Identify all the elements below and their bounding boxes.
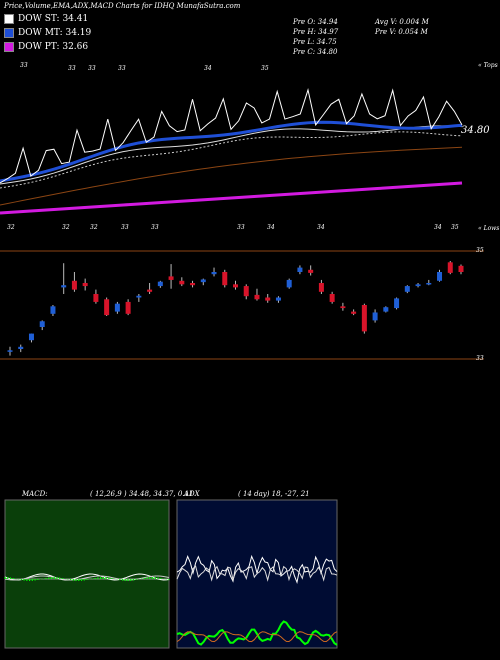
macd-label: MACD:	[22, 490, 48, 498]
low-marker: 32	[62, 224, 70, 231]
candle-body	[104, 299, 110, 316]
legend-label-st: DOW ST: 34.41	[18, 14, 89, 24]
adx-orange-line	[176, 631, 338, 643]
candle-body	[82, 283, 88, 287]
candle-body	[18, 346, 24, 349]
candle-body	[383, 307, 389, 312]
low-marker: 34	[434, 224, 442, 231]
adx-line	[176, 620, 338, 646]
candle-body	[404, 286, 410, 292]
ohlc-open: Pre O: 34.94	[293, 18, 338, 26]
top-marker: 33	[20, 62, 28, 69]
low-marker: 32	[7, 224, 15, 231]
candle-body	[275, 297, 281, 301]
candle-body	[147, 289, 153, 292]
price-line	[0, 87, 463, 184]
candle-body	[190, 283, 196, 286]
candle-body	[39, 321, 45, 327]
macd-signal-line	[4, 575, 170, 581]
legend-dow-st: DOW ST: 34.41	[4, 14, 88, 24]
candle-body	[157, 281, 163, 287]
legend-label-pt: DOW PT: 32.66	[18, 42, 89, 52]
macd-values: ( 12,26,9 ) 34.48, 34.37, 0.11	[90, 490, 194, 498]
candle-body	[437, 272, 443, 281]
top-marker: 33	[88, 65, 96, 72]
candle-body	[28, 333, 34, 341]
adx-label: ADX	[184, 490, 200, 498]
price-label: 34.80	[461, 125, 490, 136]
candle-body	[136, 295, 142, 298]
candle-body	[125, 301, 131, 314]
candle-body	[211, 272, 217, 275]
candle-body	[372, 312, 378, 321]
candle-body	[308, 269, 314, 273]
candle-body	[329, 294, 335, 302]
candle-body	[71, 280, 77, 290]
candle-body	[222, 272, 228, 286]
legend-swatch-st	[4, 14, 14, 24]
ema-blue-line	[0, 120, 463, 183]
candle-body	[243, 286, 249, 297]
ohlc-close: Pre C: 34.80	[293, 48, 338, 56]
adx-di-minus-line	[176, 565, 338, 582]
candle-body	[61, 285, 67, 288]
legend-swatch-mt	[4, 28, 14, 38]
candle-body	[114, 303, 120, 312]
top-marker: 35	[261, 65, 269, 72]
ema-white-mid-line	[0, 125, 463, 185]
lows-label: « Lows	[478, 225, 500, 232]
low-marker: 32	[90, 224, 98, 231]
candle-body	[361, 305, 367, 332]
ema-dotted-line	[0, 131, 463, 189]
ohlc-high: Pre H: 34.97	[293, 28, 339, 36]
legend-swatch-pt	[4, 42, 14, 52]
candle-body	[93, 294, 99, 302]
candle-body	[286, 279, 292, 288]
ohlc-low: Pre L: 34.75	[293, 38, 337, 46]
candle-body	[233, 284, 238, 288]
avg-volume: Avg V: 0.004 M	[375, 18, 429, 26]
candle-body	[426, 283, 432, 285]
pre-volume: Pre V: 0.054 M	[375, 28, 428, 36]
candle-body	[265, 297, 271, 301]
low-marker: 34	[267, 224, 275, 231]
chart-title: Price,Volume,EMA,ADX,MACD Charts for IDH…	[4, 2, 241, 10]
top-marker: 34	[204, 65, 212, 72]
candle-body	[7, 350, 13, 352]
candle-body	[179, 280, 185, 285]
candle-body	[351, 311, 357, 314]
candle-body	[200, 279, 206, 283]
adx-values: ( 14 day) 18, -27, 21	[238, 490, 310, 498]
candle-axis-high: 35	[476, 247, 484, 254]
candle-axis-low: 33	[476, 355, 484, 362]
candle-body	[447, 262, 453, 273]
candle-body	[458, 265, 464, 272]
candle-body	[297, 267, 303, 272]
candle-body	[50, 306, 56, 314]
low-marker: 33	[237, 224, 245, 231]
legend-label-mt: DOW MT: 34.19	[18, 28, 92, 38]
top-marker: 33	[68, 65, 76, 72]
low-marker: 33	[121, 224, 129, 231]
tops-label: « Tops	[478, 62, 498, 69]
candle-body	[318, 283, 324, 292]
ema-long-line	[0, 181, 463, 215]
candle-body	[254, 294, 260, 300]
low-marker: 33	[151, 224, 159, 231]
candle-body	[394, 298, 400, 309]
legend-dow-mt: DOW MT: 34.19	[4, 28, 91, 38]
legend-dow-pt: DOW PT: 32.66	[4, 42, 88, 52]
macd-line	[4, 573, 170, 581]
low-marker: 35	[451, 224, 459, 231]
low-marker: 34	[317, 224, 325, 231]
candle-body	[340, 306, 346, 309]
candle-body	[415, 284, 421, 287]
top-marker: 33	[118, 65, 126, 72]
candle-body	[168, 276, 174, 280]
ema-brown-line	[0, 146, 463, 206]
